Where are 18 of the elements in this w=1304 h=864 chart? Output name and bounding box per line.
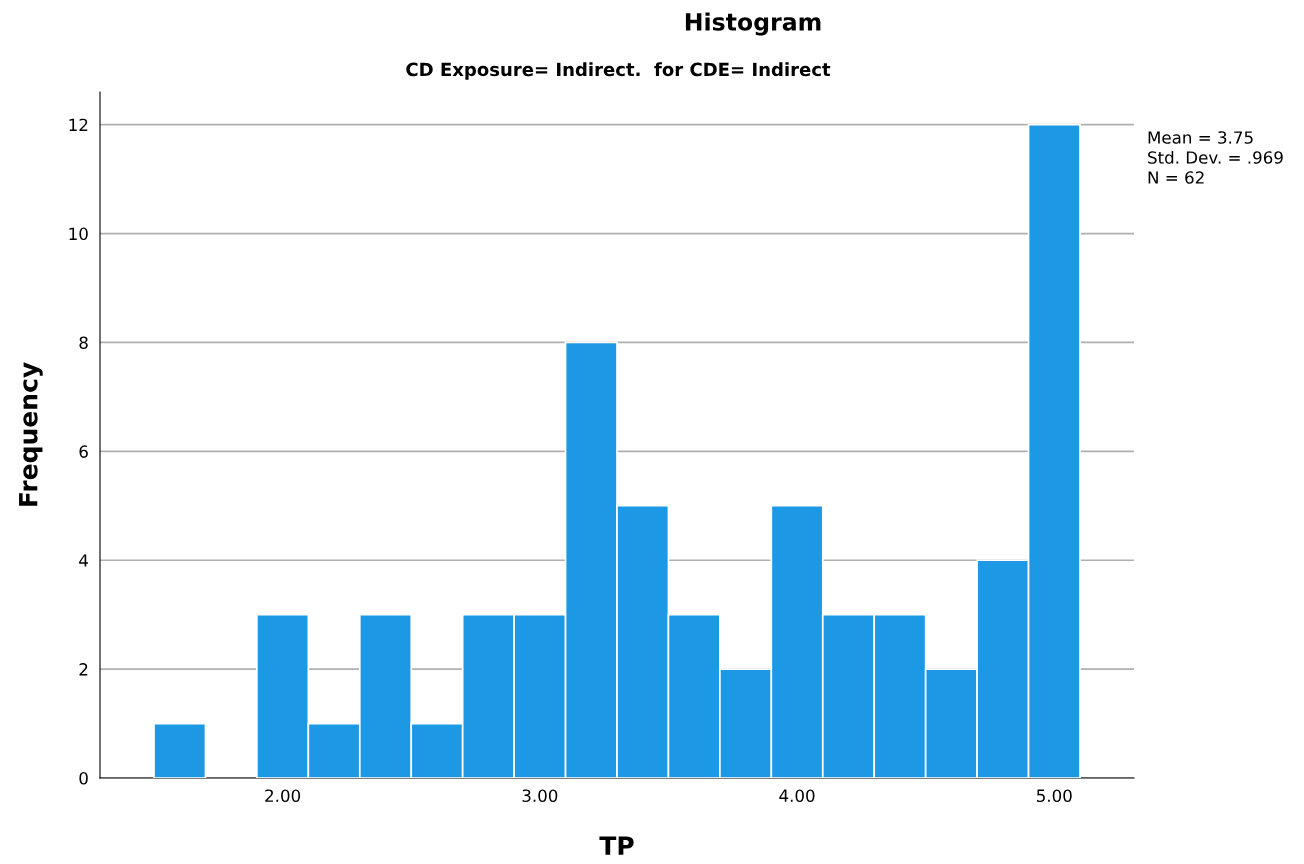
chart-subtitle: CD Exposure= Indirect. for CDE= Indirect bbox=[406, 62, 831, 80]
x-tick-label: 4.00 bbox=[779, 789, 815, 803]
x-tick-label: 3.00 bbox=[522, 789, 558, 803]
chart-title: Histogram bbox=[685, 12, 821, 36]
text: N = 62 bbox=[1148, 171, 1204, 184]
y-tick-label: 6 bbox=[79, 445, 88, 458]
y-tick-label: 0 bbox=[79, 771, 88, 785]
y-tick-label: 2 bbox=[79, 663, 88, 676]
y-axis-title: Frequency bbox=[19, 362, 43, 506]
y-tick-label: 4 bbox=[79, 554, 88, 567]
x-tick-label: 5.00 bbox=[1037, 789, 1072, 803]
x-tick-label: 2.00 bbox=[265, 789, 301, 803]
text: Std. Dev. = .969 bbox=[1148, 150, 1283, 164]
y-tick-label: 8 bbox=[79, 336, 88, 350]
text: Mean = 3.75 bbox=[1148, 131, 1253, 144]
x-axis-title: TP bbox=[599, 836, 634, 855]
y-tick-label: 12 bbox=[69, 118, 88, 131]
y-tick-label: 10 bbox=[69, 227, 88, 241]
